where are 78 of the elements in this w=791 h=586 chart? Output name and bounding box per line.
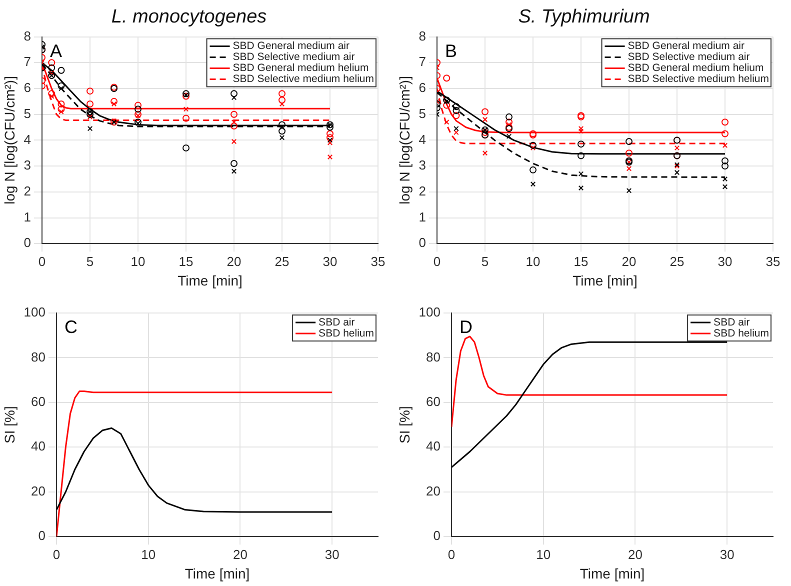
x-axis-title: Time [min] bbox=[572, 272, 638, 288]
y-tick-label: 8 bbox=[24, 28, 32, 44]
y-tick-label: 6 bbox=[24, 80, 32, 96]
y-axis-title: SI [%] bbox=[396, 406, 412, 444]
y-tick-label: 20 bbox=[31, 483, 46, 498]
x-axis-title: Time [min] bbox=[580, 565, 645, 582]
y-tick-label: 4 bbox=[24, 132, 32, 147]
y-tick-label: 5 bbox=[418, 106, 426, 121]
y-tick-label: 2 bbox=[24, 183, 32, 198]
legend-label: SBD helium bbox=[318, 327, 374, 340]
y-tick-label: 2 bbox=[418, 183, 426, 198]
x-tick-label: 30 bbox=[720, 546, 734, 562]
legend-label: SBD air bbox=[318, 316, 356, 328]
y-tick-label: 7 bbox=[24, 54, 32, 70]
x-tick-label: 20 bbox=[232, 546, 248, 562]
y-axis-title: SI [%] bbox=[1, 406, 18, 444]
legend-label: SBD General medium air bbox=[628, 40, 745, 52]
y-tick-label: 60 bbox=[31, 394, 46, 410]
legend-label: SBD Selective medium helium bbox=[628, 73, 770, 86]
x-tick-label: 25 bbox=[274, 254, 290, 269]
x-tick-label: 30 bbox=[324, 546, 340, 562]
x-tick-label: 5 bbox=[481, 254, 489, 269]
chart-title: S. Typhimurium bbox=[518, 6, 650, 28]
x-tick-label: 10 bbox=[130, 254, 146, 269]
x-tick-label: 35 bbox=[766, 254, 780, 269]
legend-label: SBD helium bbox=[714, 327, 770, 340]
y-tick-label: 5 bbox=[24, 106, 32, 121]
y-axis-title: log N [log(CFU/cm²)] bbox=[396, 76, 412, 204]
x-tick-label: 10 bbox=[526, 254, 540, 269]
y-tick-label: 60 bbox=[426, 394, 440, 410]
x-tick-label: 5 bbox=[86, 254, 94, 269]
x-tick-label: 15 bbox=[574, 254, 588, 269]
x-tick-label: 15 bbox=[178, 254, 194, 269]
y-tick-label: 0 bbox=[433, 528, 440, 544]
x-tick-label: 0 bbox=[448, 546, 456, 562]
y-tick-label: 4 bbox=[418, 132, 426, 147]
annotation: B bbox=[445, 40, 458, 61]
y-tick-label: 0 bbox=[24, 235, 32, 250]
legend-label: SBD Selective medium air bbox=[232, 51, 356, 64]
legend-label: SBD air bbox=[714, 316, 750, 328]
legend-label: SBD General medium helium bbox=[628, 62, 764, 74]
y-tick-label: 20 bbox=[426, 483, 440, 498]
y-tick-label: 0 bbox=[418, 235, 426, 250]
annotation: A bbox=[50, 40, 62, 61]
y-tick-label: 7 bbox=[418, 54, 426, 70]
x-tick-label: 30 bbox=[718, 254, 732, 269]
y-tick-label: 100 bbox=[418, 304, 440, 320]
y-tick-label: 40 bbox=[426, 438, 440, 454]
y-tick-label: 0 bbox=[38, 528, 46, 544]
y-axis-title: log N [log(CFU/cm²)] bbox=[1, 76, 18, 204]
y-tick-label: 80 bbox=[31, 349, 46, 364]
annotation: D bbox=[459, 316, 472, 337]
y-tick-label: 1 bbox=[24, 209, 32, 224]
annotation: C bbox=[64, 316, 78, 337]
x-tick-label: 35 bbox=[370, 254, 386, 269]
x-tick-label: 10 bbox=[536, 546, 551, 562]
legend-label: SBD Selective medium air bbox=[628, 51, 750, 64]
y-tick-label: 6 bbox=[418, 80, 426, 96]
y-tick-label: 3 bbox=[24, 158, 32, 173]
x-axis-title: Time [min] bbox=[184, 565, 250, 582]
y-tick-label: 100 bbox=[24, 304, 46, 320]
legend-label: SBD Selective medium helium bbox=[232, 73, 374, 86]
chart-title: L. monocytogenes bbox=[111, 6, 268, 28]
x-tick-label: 0 bbox=[52, 546, 60, 562]
x-axis-title: Time [min] bbox=[178, 272, 242, 288]
legend-label: SBD General medium air bbox=[232, 40, 350, 52]
x-tick-label: 10 bbox=[141, 546, 156, 562]
x-tick-label: 25 bbox=[670, 254, 684, 269]
y-tick-label: 3 bbox=[418, 158, 426, 173]
x-tick-label: 20 bbox=[226, 254, 242, 269]
y-tick-label: 40 bbox=[31, 438, 46, 454]
x-tick-label: 30 bbox=[322, 254, 338, 269]
x-tick-label: 20 bbox=[628, 546, 642, 562]
y-tick-label: 80 bbox=[426, 349, 440, 364]
y-tick-label: 1 bbox=[418, 209, 426, 224]
legend-label: SBD General medium helium bbox=[232, 62, 370, 74]
x-tick-label: 20 bbox=[622, 254, 636, 269]
y-tick-label: 8 bbox=[418, 28, 426, 44]
